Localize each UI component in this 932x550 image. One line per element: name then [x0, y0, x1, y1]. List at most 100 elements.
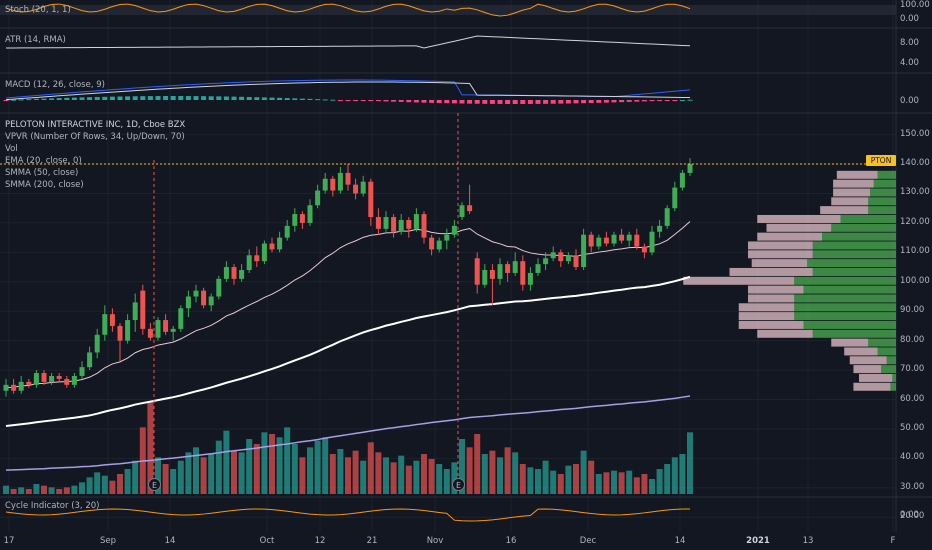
- volume-bar: [383, 457, 389, 494]
- vpvr-up-bar: [870, 188, 896, 197]
- earnings-marker[interactable]: E: [148, 478, 161, 491]
- candle-body: [505, 264, 511, 273]
- vpvr-up-bar: [803, 285, 896, 294]
- candle-body: [459, 205, 465, 218]
- volume-bar: [215, 440, 222, 494]
- cycle-label[interactable]: Cycle Indicator (3, 20): [5, 501, 100, 511]
- macd-hist-bar: [672, 100, 678, 101]
- legend-smma200[interactable]: SMMA (200, close): [5, 180, 84, 190]
- last-price-badge: PTON: [866, 155, 896, 166]
- candle-body: [535, 264, 541, 273]
- candle-body: [155, 320, 161, 338]
- price-tick: 40.00: [900, 452, 925, 463]
- macd-hist-bar: [581, 100, 587, 104]
- candle-body: [322, 178, 328, 191]
- legend-ema[interactable]: EMA (20, close, 0): [5, 156, 82, 166]
- candle-body: [413, 214, 419, 229]
- volume-profile: [683, 170, 896, 391]
- volume-bar: [10, 489, 17, 494]
- vpvr-up-bar: [890, 382, 896, 391]
- macd-hist-bar: [520, 100, 526, 104]
- legend-vol[interactable]: Vol: [5, 144, 18, 154]
- volume-bar: [177, 460, 184, 494]
- macd-hist-bar: [459, 100, 465, 104]
- macd-hist-bar: [375, 100, 381, 102]
- vpvr-down-bar: [729, 267, 813, 276]
- macd-hist-bar: [383, 100, 389, 102]
- volume-bar: [269, 434, 275, 494]
- volume-bar: [497, 457, 503, 494]
- candle-body: [489, 270, 495, 279]
- candle-body: [383, 217, 389, 229]
- vpvr-up-bar: [794, 276, 896, 285]
- vpvr-down-bar: [849, 356, 887, 365]
- symbol-title[interactable]: PELOTON INTERACTIVE INC, 1D, Cboe BZX: [5, 120, 186, 130]
- vpvr-down-bar: [853, 365, 882, 374]
- volume-bar: [398, 455, 405, 494]
- stoch-label[interactable]: Stoch (20, 1, 1): [5, 5, 71, 15]
- macd-label[interactable]: MACD (12, 26, close, 9): [5, 80, 105, 90]
- price-tick: 150.00: [900, 128, 930, 139]
- macd-hist-bar: [216, 96, 222, 100]
- volume-bar: [664, 464, 671, 494]
- candle-body: [246, 255, 252, 271]
- macd-hist-bar: [489, 100, 495, 104]
- macd-hist-bar: [269, 97, 275, 100]
- vpvr-up-bar: [812, 267, 896, 276]
- volume-bar: [86, 477, 93, 494]
- candle-body: [368, 181, 374, 218]
- macd-hist-bar: [292, 98, 298, 100]
- macd-hist-bar: [231, 96, 237, 100]
- volume-bar: [170, 469, 177, 494]
- candle-body: [254, 255, 260, 262]
- volume-bar: [527, 467, 534, 494]
- macd-hist-bar: [3, 100, 9, 101]
- macd-hist-bar: [436, 100, 442, 104]
- candlesticks[interactable]: [3, 158, 693, 397]
- macd-hist-bar: [353, 100, 359, 101]
- volume-bar: [185, 452, 192, 494]
- macd-hist-bar: [429, 100, 435, 103]
- candle-body: [550, 252, 556, 259]
- volume-bar: [405, 465, 412, 494]
- candle-body: [436, 240, 442, 250]
- atr-label[interactable]: ATR (14, RMA): [5, 35, 66, 45]
- vpvr-down-bar: [831, 197, 869, 206]
- macd-hist-bar: [588, 100, 594, 104]
- macd-hist-bar: [619, 100, 625, 103]
- legend-smma50[interactable]: SMMA (50, close): [5, 168, 79, 178]
- volume-bar: [284, 427, 291, 494]
- cycle-tick-0: 0.00: [900, 510, 919, 520]
- price-tick: 80.00: [900, 334, 925, 345]
- earnings-marker[interactable]: E: [452, 478, 465, 491]
- vpvr-up-bar: [794, 312, 896, 321]
- macd-hist-bar: [368, 100, 374, 101]
- candle-body: [33, 373, 39, 385]
- volume-bar: [504, 447, 511, 494]
- volume-bar: [56, 489, 63, 494]
- legend-vpvr[interactable]: VPVR (Number Of Rows, 34, Up/Down, 70): [5, 132, 185, 142]
- candle-body: [117, 325, 123, 341]
- macd-hist-bar: [345, 100, 351, 101]
- volume-bar: [641, 474, 648, 494]
- vpvr-up-bar: [873, 179, 896, 188]
- candle-body: [299, 214, 305, 223]
- candle-body: [292, 214, 298, 226]
- macd-hist-bar: [33, 98, 39, 100]
- volume-bar: [238, 452, 245, 494]
- volume-bar: [352, 450, 359, 494]
- vpvr-down-bar: [833, 179, 874, 188]
- atr-tick-8: 8.00: [900, 38, 919, 48]
- volume-bar: [155, 457, 161, 494]
- volume-bar: [132, 460, 139, 494]
- vpvr-down-bar: [757, 214, 841, 223]
- x-tick: Sep: [99, 536, 117, 546]
- vpvr-up-bar: [868, 338, 896, 347]
- candle-body: [216, 278, 222, 297]
- volume-bar: [200, 457, 207, 494]
- macd-hist-bar: [641, 100, 647, 102]
- candle-body: [603, 237, 609, 244]
- volume-bar: [649, 479, 655, 494]
- candle-body: [429, 237, 435, 250]
